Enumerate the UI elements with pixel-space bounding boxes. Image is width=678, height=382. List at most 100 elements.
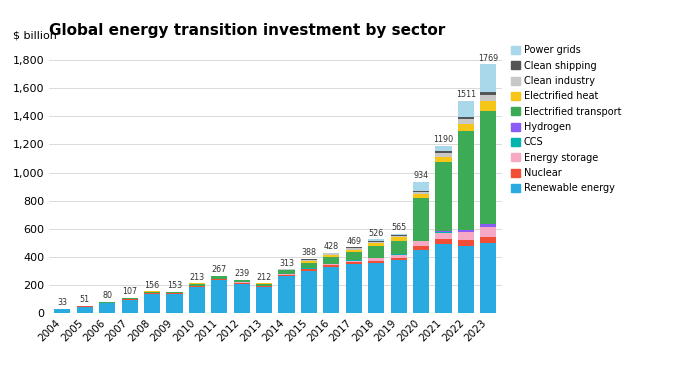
- Bar: [435, 146, 452, 151]
- Bar: [121, 300, 138, 313]
- Text: 212: 212: [256, 273, 272, 282]
- Bar: [480, 92, 496, 94]
- Bar: [435, 231, 452, 233]
- Text: 469: 469: [346, 236, 361, 246]
- Bar: [368, 257, 384, 258]
- Text: 80: 80: [102, 291, 113, 300]
- Bar: [458, 124, 474, 131]
- Bar: [391, 236, 407, 237]
- Bar: [279, 274, 295, 275]
- Bar: [480, 94, 496, 101]
- Bar: [480, 243, 496, 313]
- Legend: Power grids, Clean shipping, Clean industry, Electrified heat, Electrified trans: Power grids, Clean shipping, Clean indus…: [511, 45, 621, 193]
- Bar: [323, 265, 340, 267]
- Bar: [144, 293, 160, 313]
- Bar: [368, 262, 384, 313]
- Bar: [458, 100, 474, 117]
- Bar: [166, 294, 182, 313]
- Bar: [368, 241, 384, 242]
- Bar: [212, 276, 227, 278]
- Bar: [323, 264, 340, 265]
- Bar: [279, 276, 295, 313]
- Text: 1769: 1769: [478, 53, 498, 63]
- Bar: [391, 237, 407, 241]
- Bar: [480, 112, 496, 224]
- Bar: [234, 280, 250, 282]
- Text: Global energy transition investment by sector: Global energy transition investment by s…: [49, 23, 445, 38]
- Bar: [413, 194, 429, 198]
- Bar: [212, 279, 227, 280]
- Text: 388: 388: [302, 248, 317, 257]
- Bar: [346, 247, 362, 248]
- Text: 428: 428: [324, 242, 339, 251]
- Bar: [458, 119, 474, 124]
- Bar: [413, 191, 429, 192]
- Bar: [301, 271, 317, 313]
- Text: 213: 213: [189, 273, 205, 282]
- Bar: [301, 269, 317, 271]
- Text: 33: 33: [58, 298, 67, 307]
- Bar: [435, 233, 452, 240]
- Bar: [189, 284, 205, 286]
- Text: 565: 565: [391, 223, 406, 232]
- Bar: [346, 248, 362, 249]
- Bar: [391, 260, 407, 313]
- Bar: [368, 243, 384, 246]
- Bar: [189, 283, 205, 284]
- Bar: [301, 261, 317, 263]
- Bar: [480, 64, 496, 92]
- Bar: [166, 293, 182, 294]
- Bar: [234, 283, 250, 284]
- Bar: [279, 270, 295, 274]
- Bar: [435, 244, 452, 313]
- Bar: [212, 280, 227, 313]
- Bar: [391, 254, 407, 257]
- Bar: [121, 299, 138, 300]
- Bar: [189, 286, 205, 287]
- Bar: [391, 235, 407, 236]
- Bar: [480, 224, 496, 227]
- Bar: [435, 240, 452, 244]
- Bar: [323, 255, 340, 257]
- Bar: [323, 257, 340, 264]
- Bar: [301, 260, 317, 261]
- Bar: [413, 241, 429, 246]
- Bar: [435, 157, 452, 162]
- Bar: [346, 252, 362, 260]
- Bar: [77, 307, 93, 313]
- Text: 107: 107: [122, 288, 137, 296]
- Bar: [435, 151, 452, 153]
- Bar: [346, 264, 362, 313]
- Text: 51: 51: [80, 295, 90, 304]
- Bar: [368, 246, 384, 257]
- Bar: [368, 258, 384, 261]
- Text: 526: 526: [369, 228, 384, 238]
- Bar: [144, 291, 160, 293]
- Text: 156: 156: [144, 281, 159, 290]
- Bar: [368, 242, 384, 243]
- Bar: [480, 236, 496, 243]
- Bar: [346, 262, 362, 264]
- Bar: [189, 287, 205, 313]
- Bar: [301, 263, 317, 268]
- Bar: [346, 261, 362, 262]
- Text: 313: 313: [279, 259, 294, 267]
- Bar: [54, 309, 71, 313]
- Bar: [413, 250, 429, 313]
- Bar: [346, 249, 362, 252]
- Bar: [458, 117, 474, 119]
- Bar: [256, 286, 272, 287]
- Bar: [391, 234, 407, 235]
- Text: 153: 153: [167, 281, 182, 290]
- Bar: [413, 192, 429, 194]
- Bar: [458, 230, 474, 231]
- Bar: [480, 227, 496, 236]
- Bar: [458, 231, 474, 232]
- Bar: [256, 287, 272, 313]
- Bar: [458, 246, 474, 313]
- Text: 1190: 1190: [433, 135, 454, 144]
- Text: 1511: 1511: [456, 90, 476, 99]
- Bar: [480, 101, 496, 112]
- Bar: [121, 298, 138, 299]
- Bar: [413, 198, 429, 241]
